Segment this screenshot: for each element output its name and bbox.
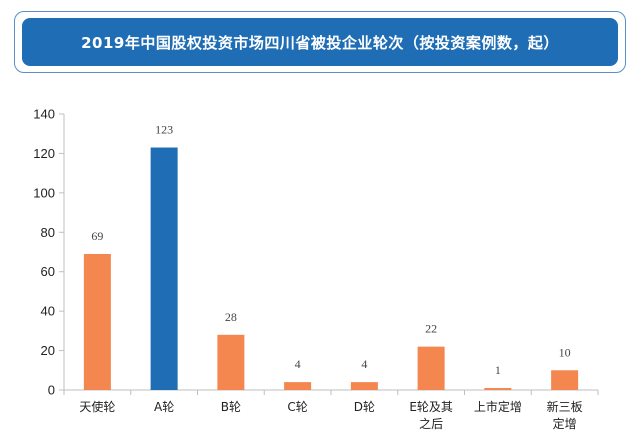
bars [83,147,579,390]
y-tick-label: 140 [33,107,55,122]
bar-5 [417,346,445,390]
data-label: 4 [295,357,301,371]
data-label: 69 [91,229,103,243]
y-tick-label: 100 [33,185,55,200]
y-tick-label: 80 [41,225,55,240]
x-axis [63,389,599,395]
y-axis: 0 20 40 60 80 100 120 140 [33,107,65,398]
category-label: B轮 [221,400,241,414]
bar-6 [484,388,512,390]
bar-3 [284,382,312,390]
data-label: 10 [559,345,571,359]
y-tick-label: 120 [33,146,55,161]
data-label: 22 [425,322,437,336]
y-tick-label: 40 [41,304,55,319]
data-label: 4 [361,357,367,371]
category-label: A轮 [154,400,174,414]
bar-7 [551,370,579,390]
title-banner: 2019年中国股权投资市场四川省被投企业轮次（按投资案例数，起） [22,18,618,66]
data-label: 123 [155,123,173,137]
bar-4 [350,382,378,390]
y-tick-label: 0 [48,383,55,398]
y-tick-label: 20 [41,343,55,358]
category-label: 上市定增 [474,399,522,414]
category-label: 定增 [553,416,577,431]
bar-1 [150,147,178,390]
category-label: C轮 [287,400,307,414]
category-label: 新三板 [547,399,583,414]
data-label: 28 [225,310,237,324]
y-tick-label: 60 [41,264,55,279]
category-label: 天使轮 [79,399,115,414]
data-label: 1 [495,363,501,377]
bar-0 [83,253,111,390]
category-label: 之后 [419,417,443,431]
category-label: E轮及其 [409,400,453,414]
data-labels: 69 123 28 4 4 22 1 10 [91,123,570,378]
bar-2 [217,334,245,390]
category-label: D轮 [354,400,375,414]
chart-title: 2019年中国股权投资市场四川省被投企业轮次（按投资案例数，起） [81,33,559,52]
